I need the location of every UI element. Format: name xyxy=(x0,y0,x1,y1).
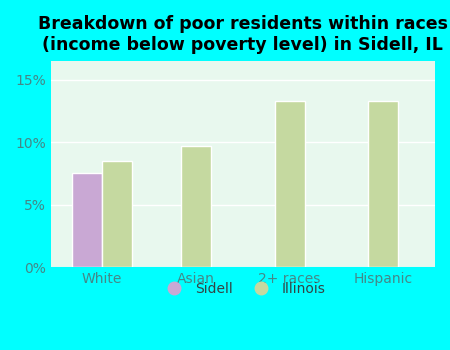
Bar xyxy=(102,161,132,267)
Legend: Sidell, Illinois: Sidell, Illinois xyxy=(155,276,331,301)
Bar xyxy=(181,146,211,267)
Bar xyxy=(274,101,305,267)
Bar xyxy=(369,101,398,267)
Bar xyxy=(72,173,102,267)
Title: Breakdown of poor residents within races
(income below poverty level) in Sidell,: Breakdown of poor residents within races… xyxy=(38,15,448,54)
